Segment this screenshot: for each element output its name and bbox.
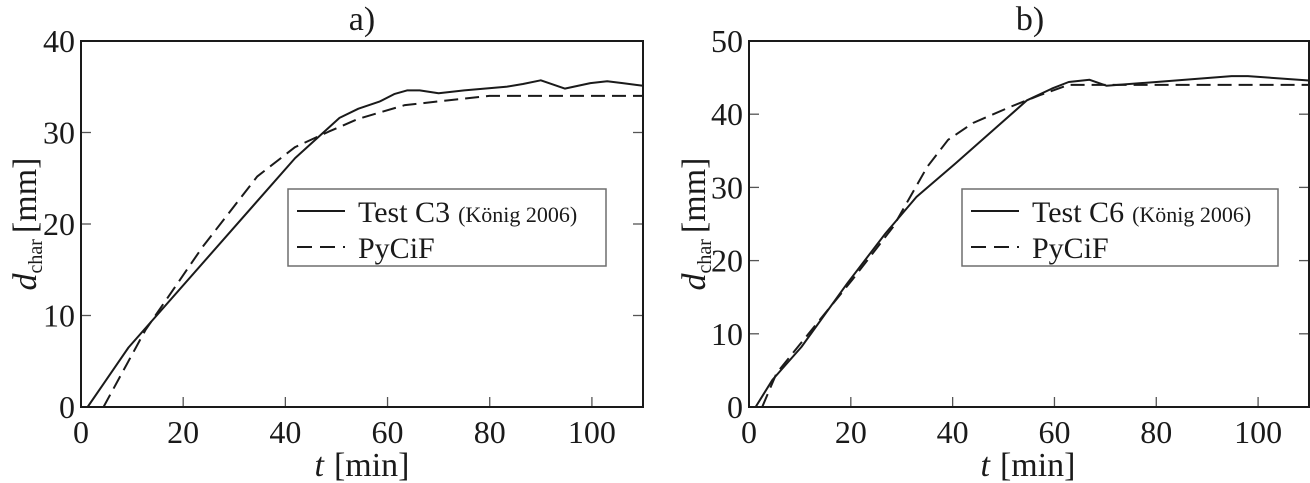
panel-a-legend-box <box>287 188 607 267</box>
pycif-model-line <box>761 83 1309 408</box>
panel-b-legend: Test C6 (König 2006) PyCiF <box>961 188 1279 267</box>
panel-a: a) 0 20 40 60 80 100 0 10 20 30 40 Test C3 (König 2… <box>7 1 644 483</box>
panel-b-title: b) <box>1016 1 1044 38</box>
panel-b-legend-box <box>961 188 1279 267</box>
panel-a-ticks <box>81 131 643 407</box>
legend-dashed-label: PyCiF <box>1032 232 1109 265</box>
x-tick-label: 40 <box>937 414 969 450</box>
panel-b-ticks <box>749 113 1309 407</box>
x-tick-label: 100 <box>568 414 616 450</box>
panel-a-series <box>86 79 644 408</box>
panel-a-x-axis-label: t [min] <box>315 447 410 483</box>
x-tick-label: 60 <box>372 414 404 450</box>
panel-a-tick-labels: 0 20 40 60 80 100 0 10 20 30 40 <box>43 23 616 450</box>
x-tick-label: 0 <box>741 414 757 450</box>
y-tick-label: 10 <box>711 316 743 352</box>
legend-solid-label: Test C6 (König 2006) <box>1032 196 1251 229</box>
x-tick-label: 80 <box>474 414 506 450</box>
panel-b: b) 0 20 40 60 80 100 0 10 20 30 40 50 Test C6 (König… <box>676 1 1310 483</box>
panel-a-y-axis-label: dchar[mm] <box>7 158 47 291</box>
panel-a-plot-frame <box>80 40 644 408</box>
panel-b-y-axis-label: dchar[mm] <box>676 158 716 291</box>
legend-dashed-label: PyCiF <box>358 232 435 265</box>
x-tick-label: 100 <box>1234 414 1282 450</box>
x-tick-label: 60 <box>1038 414 1070 450</box>
y-tick-label: 10 <box>43 298 75 334</box>
x-tick-label: 0 <box>73 414 89 450</box>
panel-b-tick-labels: 0 20 40 60 80 100 0 10 20 30 40 50 <box>711 23 1282 450</box>
legend-solid-label: Test C3 (König 2006) <box>358 196 577 229</box>
y-tick-label: 20 <box>43 206 75 242</box>
x-tick-label: 40 <box>269 414 301 450</box>
panel-b-plot-frame <box>748 40 1310 408</box>
y-tick-label: 50 <box>711 23 743 59</box>
x-tick-label: 80 <box>1140 414 1172 450</box>
y-tick-label: 30 <box>711 169 743 205</box>
panel-b-x-axis-label: t [min] <box>981 447 1076 483</box>
pycif-model-line <box>102 94 643 408</box>
y-tick-label: 0 <box>727 389 743 425</box>
y-tick-label: 0 <box>59 389 75 425</box>
x-tick-label: 20 <box>835 414 867 450</box>
x-tick-label: 20 <box>167 414 199 450</box>
panel-a-legend: Test C3 (König 2006) PyCiF <box>287 188 607 267</box>
panel-a-title: a) <box>349 1 375 38</box>
y-tick-label: 40 <box>43 23 75 59</box>
panel-b-series <box>754 75 1310 408</box>
y-tick-label: 40 <box>711 96 743 132</box>
y-tick-label: 20 <box>711 243 743 279</box>
test-data-line <box>86 79 644 408</box>
y-tick-label: 30 <box>43 115 75 151</box>
